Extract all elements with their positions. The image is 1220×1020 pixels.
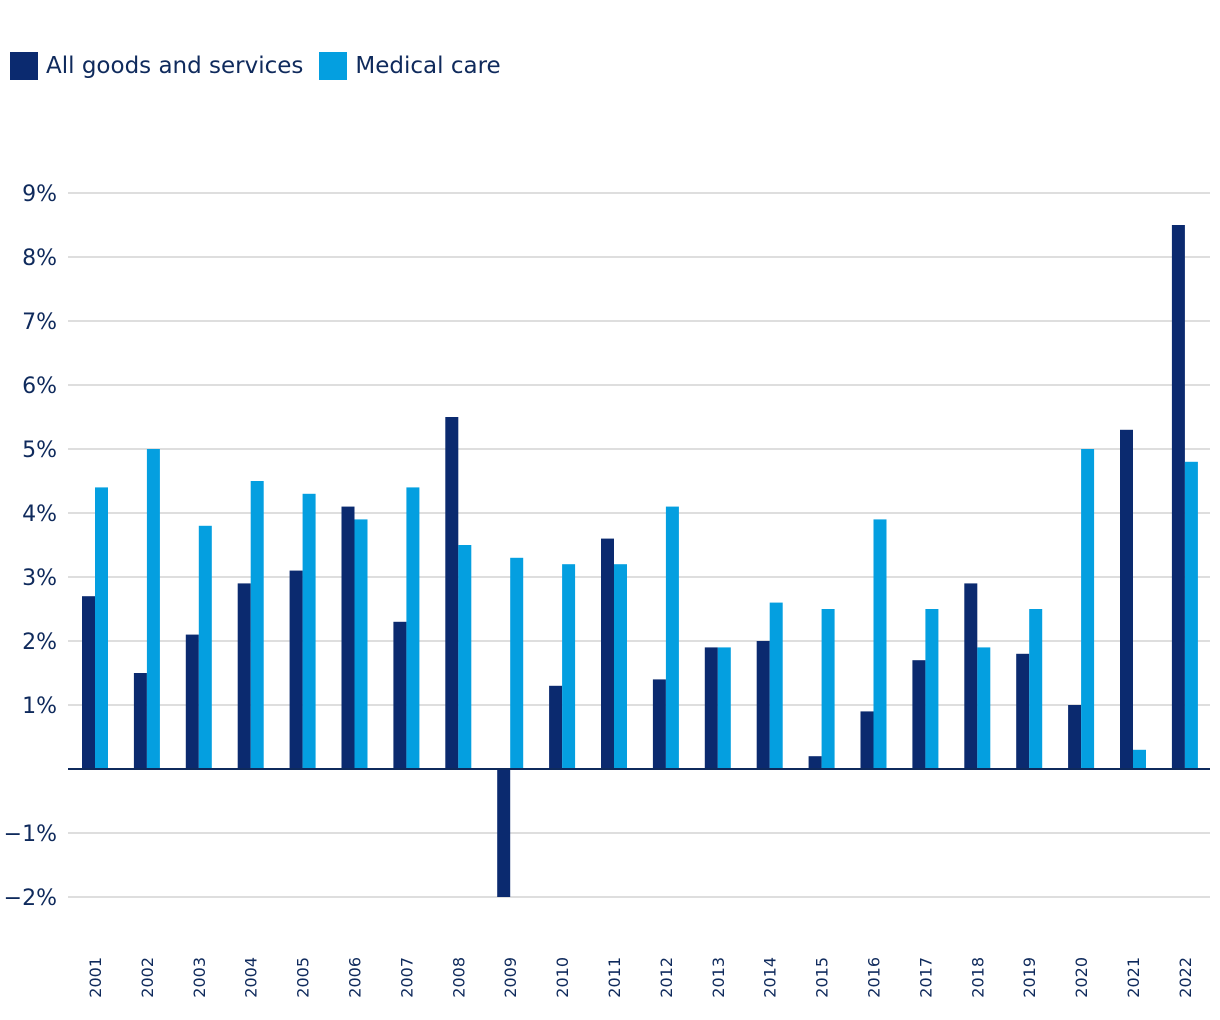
bar-medical-care-2009[interactable] bbox=[510, 557, 524, 769]
y-tick-label: 5% bbox=[22, 438, 57, 463]
y-tick-label: 6% bbox=[22, 374, 57, 399]
bar-medical-care-2019[interactable] bbox=[1029, 609, 1043, 769]
bar-all-goods-2020[interactable] bbox=[1068, 705, 1082, 769]
bar-all-goods-2008[interactable] bbox=[445, 417, 459, 769]
x-tick-label: 2017 bbox=[916, 957, 935, 998]
x-tick-label: 2006 bbox=[346, 957, 365, 998]
x-tick-label: 2015 bbox=[813, 957, 832, 998]
y-tick-label: 9% bbox=[22, 182, 57, 207]
x-tick-label: 2010 bbox=[553, 957, 572, 998]
bar-all-goods-2006[interactable] bbox=[341, 506, 355, 769]
x-tick-label: 2001 bbox=[86, 957, 105, 998]
bar-medical-care-2004[interactable] bbox=[250, 481, 264, 769]
x-tick-label: 2005 bbox=[294, 957, 313, 998]
legend-swatch-all-goods bbox=[10, 52, 38, 80]
y-tick-label: 1% bbox=[22, 694, 57, 719]
x-tick-label: 2004 bbox=[242, 957, 261, 998]
bar-all-goods-2018[interactable] bbox=[964, 583, 978, 769]
x-tick-label: 2022 bbox=[1176, 957, 1195, 998]
x-tick-label: 2016 bbox=[865, 957, 884, 998]
bar-medical-care-2022[interactable] bbox=[1184, 461, 1198, 769]
bar-medical-care-2014[interactable] bbox=[769, 602, 783, 769]
bar-all-goods-2005[interactable] bbox=[289, 570, 303, 769]
x-tick-label: 2007 bbox=[397, 957, 416, 998]
bar-all-goods-2002[interactable] bbox=[133, 673, 147, 769]
x-tick-label: 2019 bbox=[1020, 957, 1039, 998]
bar-medical-care-2021[interactable] bbox=[1133, 749, 1146, 769]
x-tick-label: 2011 bbox=[605, 957, 624, 998]
bar-all-goods-2004[interactable] bbox=[237, 583, 251, 769]
x-tick-label: 2013 bbox=[709, 957, 728, 998]
bar-medical-care-2006[interactable] bbox=[354, 519, 368, 769]
bar-medical-care-2016[interactable] bbox=[873, 519, 887, 769]
legend: All goods and services Medical care bbox=[10, 50, 517, 82]
x-tick-label: 2021 bbox=[1124, 957, 1143, 998]
y-tick-label: −2% bbox=[4, 886, 57, 911]
bar-medical-care-2015[interactable] bbox=[821, 609, 835, 769]
bar-all-goods-2019[interactable] bbox=[1016, 653, 1030, 769]
x-tick-label: 2002 bbox=[138, 957, 157, 998]
bar-medical-care-2018[interactable] bbox=[977, 647, 991, 769]
x-tick-label: 2012 bbox=[657, 957, 676, 998]
legend-label-all-goods: All goods and services bbox=[46, 53, 304, 79]
bar-medical-care-2010[interactable] bbox=[562, 564, 576, 769]
y-tick-label: −1% bbox=[4, 822, 57, 847]
bar-medical-care-2007[interactable] bbox=[406, 487, 420, 769]
bar-all-goods-2003[interactable] bbox=[185, 634, 199, 769]
bar-medical-care-2011[interactable] bbox=[614, 564, 627, 769]
bar-all-goods-2007[interactable] bbox=[393, 621, 407, 769]
legend-item-all-goods[interactable]: All goods and services bbox=[10, 52, 303, 80]
bar-all-goods-2009[interactable] bbox=[497, 769, 511, 897]
y-tick-label: 3% bbox=[22, 566, 57, 591]
bar-medical-care-2008[interactable] bbox=[458, 545, 472, 769]
bar-medical-care-2005[interactable] bbox=[302, 493, 316, 769]
bar-all-goods-2010[interactable] bbox=[549, 685, 563, 769]
bar-all-goods-2021[interactable] bbox=[1120, 429, 1133, 769]
bar-all-goods-2012[interactable] bbox=[652, 679, 666, 769]
bar-medical-care-2002[interactable] bbox=[146, 449, 160, 769]
x-tick-label: 2014 bbox=[761, 957, 780, 998]
y-tick-label: 7% bbox=[22, 310, 57, 335]
x-tick-label: 2008 bbox=[449, 957, 468, 998]
legend-item-medical-care[interactable]: Medical care bbox=[319, 52, 501, 80]
bar-medical-care-2013[interactable] bbox=[717, 647, 731, 769]
bar-all-goods-2017[interactable] bbox=[912, 660, 926, 769]
x-tick-label: 2003 bbox=[190, 957, 209, 998]
legend-swatch-medical-care bbox=[319, 52, 348, 80]
bar-all-goods-2011[interactable] bbox=[601, 538, 614, 769]
y-tick-label: 4% bbox=[22, 502, 57, 527]
x-tick-label: 2018 bbox=[968, 957, 987, 998]
bar-all-goods-2014[interactable] bbox=[756, 641, 770, 769]
bar-medical-care-2012[interactable] bbox=[665, 506, 679, 769]
y-tick-label: 2% bbox=[22, 630, 57, 655]
x-tick-label: 2020 bbox=[1072, 957, 1091, 998]
bar-medical-care-2017[interactable] bbox=[925, 609, 939, 769]
bar-all-goods-2016[interactable] bbox=[860, 711, 874, 769]
x-tick-label: 2009 bbox=[501, 957, 520, 998]
y-tick-label: 8% bbox=[22, 246, 57, 271]
bar-all-goods-2022[interactable] bbox=[1171, 225, 1185, 769]
bar-all-goods-2001[interactable] bbox=[82, 596, 95, 769]
bar-medical-care-2001[interactable] bbox=[95, 487, 108, 769]
bar-all-goods-2015[interactable] bbox=[808, 756, 822, 769]
bar-all-goods-2013[interactable] bbox=[704, 647, 718, 769]
bar-medical-care-2020[interactable] bbox=[1081, 449, 1095, 769]
legend-label-medical-care: Medical care bbox=[355, 53, 501, 79]
bar-medical-care-2003[interactable] bbox=[198, 525, 212, 769]
